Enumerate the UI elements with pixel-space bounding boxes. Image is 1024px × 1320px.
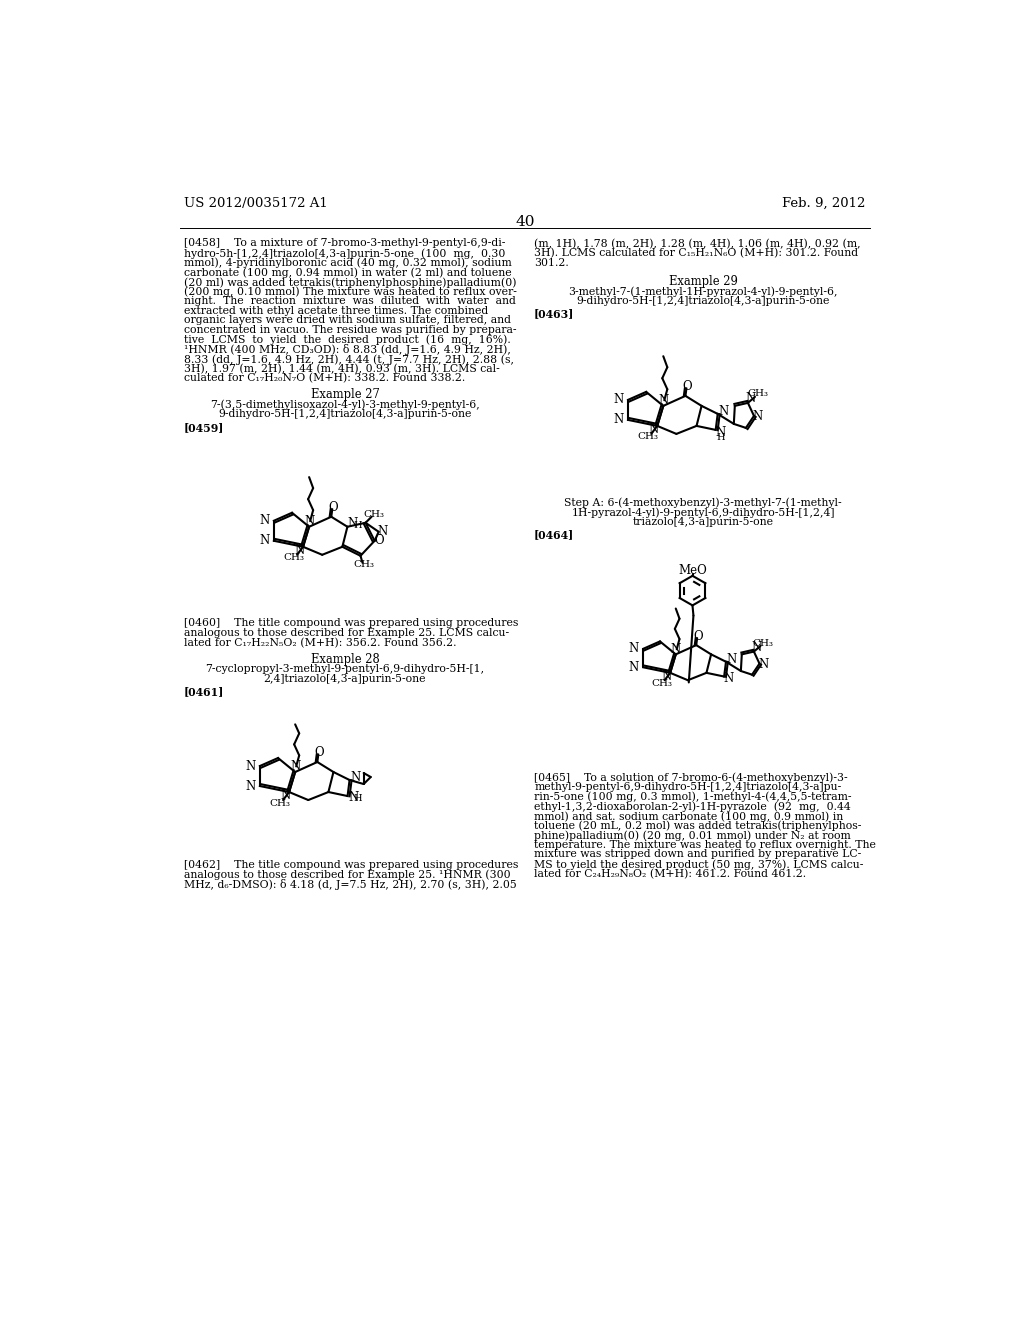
- Text: O: O: [329, 502, 338, 515]
- Text: analogous to those described for Example 25. LCMS calcu-: analogous to those described for Example…: [183, 628, 509, 638]
- Text: N: N: [245, 780, 255, 792]
- Text: N: N: [347, 517, 357, 531]
- Text: [0462]    The title compound was prepared using procedures: [0462] The title compound was prepared u…: [183, 859, 518, 870]
- Text: CH₃: CH₃: [753, 639, 774, 648]
- Text: N: N: [294, 544, 304, 557]
- Text: tive  LCMS  to  yield  the  desired  product  (16  mg,  16%).: tive LCMS to yield the desired product (…: [183, 335, 511, 346]
- Text: N: N: [245, 759, 255, 772]
- Text: [0464]: [0464]: [535, 529, 574, 541]
- Text: Example 27: Example 27: [310, 388, 380, 401]
- Text: N: N: [304, 515, 314, 528]
- Text: MHz, d₆-DMSO): δ 4.18 (d, J=7.5 Hz, 2H), 2.70 (s, 3H), 2.05: MHz, d₆-DMSO): δ 4.18 (d, J=7.5 Hz, 2H),…: [183, 879, 516, 890]
- Text: mmol) and sat. sodium carbonate (100 mg, 0.9 mmol) in: mmol) and sat. sodium carbonate (100 mg,…: [535, 810, 844, 821]
- Text: H: H: [353, 521, 361, 531]
- Text: N: N: [629, 661, 639, 673]
- Text: O: O: [374, 535, 384, 548]
- Text: 8.33 (dd, J=1.6, 4.9 Hz, 2H), 4.44 (t, J=7.7 Hz, 2H), 2.88 (s,: 8.33 (dd, J=1.6, 4.9 Hz, 2H), 4.44 (t, J…: [183, 354, 514, 364]
- Text: [0461]: [0461]: [183, 686, 224, 697]
- Text: culated for C₁₇H₂₀N₇O (M+H): 338.2. Found 338.2.: culated for C₁₇H₂₀N₇O (M+H): 338.2. Foun…: [183, 374, 465, 384]
- Text: (m, 1H), 1.78 (m, 2H), 1.28 (m, 4H), 1.06 (m, 4H), 0.92 (m,: (m, 1H), 1.78 (m, 2H), 1.28 (m, 4H), 1.0…: [535, 239, 861, 249]
- Text: N: N: [662, 669, 672, 682]
- Text: mixture was stripped down and purified by preparative LC-: mixture was stripped down and purified b…: [535, 850, 861, 859]
- Text: N: N: [377, 525, 387, 539]
- Text: 9-dihydro-5H-[1,2,4]triazolo[4,3-a]purin-5-one: 9-dihydro-5H-[1,2,4]triazolo[4,3-a]purin…: [218, 409, 472, 418]
- Text: CH₃: CH₃: [748, 389, 768, 399]
- Text: CH₃: CH₃: [269, 799, 291, 808]
- Text: Step A: 6-(4-methoxybenzyl)-3-methyl-7-(1-methyl-: Step A: 6-(4-methoxybenzyl)-3-methyl-7-(…: [564, 498, 842, 508]
- Text: N: N: [613, 413, 624, 426]
- Text: CH₃: CH₃: [638, 433, 658, 441]
- Text: triazolo[4,3-a]purin-5-one: triazolo[4,3-a]purin-5-one: [633, 517, 773, 527]
- Text: concentrated in vacuo. The residue was purified by prepara-: concentrated in vacuo. The residue was p…: [183, 325, 516, 335]
- Text: 3H), 1.97 (m, 2H), 1.44 (m, 4H), 0.93 (m, 3H). LCMS cal-: 3H), 1.97 (m, 2H), 1.44 (m, 4H), 0.93 (m…: [183, 363, 500, 374]
- Text: 1H-pyrazol-4-yl)-9-pentyl-6,9-dihydro-5H-[1,2,4]: 1H-pyrazol-4-yl)-9-pentyl-6,9-dihydro-5H…: [571, 507, 835, 517]
- Text: N: N: [724, 672, 734, 685]
- Text: 40: 40: [515, 215, 535, 230]
- Text: 7-cyclopropyl-3-methyl-9-pentyl-6,9-dihydro-5H-[1,: 7-cyclopropyl-3-methyl-9-pentyl-6,9-dihy…: [206, 664, 484, 675]
- Text: [0460]    The title compound was prepared using procedures: [0460] The title compound was prepared u…: [183, 619, 518, 628]
- Text: temperature. The mixture was heated to reflux overnight. The: temperature. The mixture was heated to r…: [535, 840, 876, 850]
- Text: lated for C₂₄H₂₉N₈O₂ (M+H): 461.2. Found 461.2.: lated for C₂₄H₂₉N₈O₂ (M+H): 461.2. Found…: [535, 869, 806, 879]
- Text: O: O: [683, 380, 692, 393]
- Text: N: N: [290, 760, 300, 774]
- Text: methyl-9-pentyl-6,9-dihydro-5H-[1,2,4]triazolo[4,3-a]pu-: methyl-9-pentyl-6,9-dihydro-5H-[1,2,4]tr…: [535, 781, 842, 792]
- Text: N: N: [752, 642, 762, 655]
- Text: N: N: [648, 422, 658, 436]
- Text: [0459]: [0459]: [183, 422, 224, 433]
- Text: 9-dihydro-5H-[1,2,4]triazolo[4,3-a]purin-5-one: 9-dihydro-5H-[1,2,4]triazolo[4,3-a]purin…: [577, 296, 829, 306]
- Text: 3H). LCMS calculated for C₁₅H₂₁N₆O (M+H): 301.2. Found: 3H). LCMS calculated for C₁₅H₂₁N₆O (M+H)…: [535, 248, 858, 259]
- Text: 3-methyl-7-(1-methyl-1H-pyrazol-4-yl)-9-pentyl-6,: 3-methyl-7-(1-methyl-1H-pyrazol-4-yl)-9-…: [568, 286, 838, 297]
- Text: ¹HNMR (400 MHz, CD₃OD): δ 8.83 (dd, J=1.6, 4.9 Hz, 2H),: ¹HNMR (400 MHz, CD₃OD): δ 8.83 (dd, J=1.…: [183, 345, 511, 355]
- Text: N: N: [658, 393, 669, 407]
- Text: MS to yield the desired product (50 mg, 37%). LCMS calcu-: MS to yield the desired product (50 mg, …: [535, 859, 863, 870]
- Text: (200 mg, 0.10 mmol) The mixture was heated to reflux over-: (200 mg, 0.10 mmol) The mixture was heat…: [183, 286, 517, 297]
- Text: N: N: [716, 426, 726, 438]
- Text: CH₃: CH₃: [284, 553, 304, 562]
- Text: (20 ml) was added tetrakis(triphenylphosphine)palladium(0): (20 ml) was added tetrakis(triphenylphos…: [183, 277, 516, 288]
- Text: CH₃: CH₃: [651, 678, 673, 688]
- Text: 7-(3,5-dimethylisoxazol-4-yl)-3-methyl-9-pentyl-6,: 7-(3,5-dimethylisoxazol-4-yl)-3-methyl-9…: [210, 400, 480, 411]
- Text: 2,4]triazolo[4,3-a]purin-5-one: 2,4]triazolo[4,3-a]purin-5-one: [264, 673, 426, 684]
- Text: N: N: [348, 791, 358, 804]
- Text: Example 29: Example 29: [669, 275, 737, 288]
- Text: N: N: [726, 653, 736, 667]
- Text: CH₃: CH₃: [353, 560, 374, 569]
- Text: phine)palladium(0) (20 mg, 0.01 mmol) under N₂ at room: phine)palladium(0) (20 mg, 0.01 mmol) un…: [535, 830, 851, 841]
- Text: 301.2.: 301.2.: [535, 257, 569, 268]
- Text: [0458]    To a mixture of 7-bromo-3-methyl-9-pentyl-6,9-di-: [0458] To a mixture of 7-bromo-3-methyl-…: [183, 239, 505, 248]
- Text: N: N: [671, 643, 681, 656]
- Text: N: N: [259, 515, 269, 527]
- Text: N: N: [758, 659, 768, 671]
- Text: CH₃: CH₃: [364, 511, 384, 519]
- Text: Feb. 9, 2012: Feb. 9, 2012: [782, 197, 866, 210]
- Text: carbonate (100 mg, 0.94 mmol) in water (2 ml) and toluene: carbonate (100 mg, 0.94 mmol) in water (…: [183, 268, 511, 279]
- Text: O: O: [693, 631, 702, 643]
- Text: N: N: [281, 789, 291, 803]
- Text: [0463]: [0463]: [535, 309, 574, 319]
- Text: organic layers were dried with sodium sulfate, filtered, and: organic layers were dried with sodium su…: [183, 315, 511, 326]
- Text: [0465]    To a solution of 7-bromo-6-(4-methoxybenzyl)-3-: [0465] To a solution of 7-bromo-6-(4-met…: [535, 772, 848, 783]
- Text: US 2012/0035172 A1: US 2012/0035172 A1: [183, 197, 328, 210]
- Text: N: N: [745, 392, 756, 405]
- Text: N: N: [629, 643, 639, 655]
- Text: toluene (20 mL, 0.2 mol) was added tetrakis(triphenylphos-: toluene (20 mL, 0.2 mol) was added tetra…: [535, 821, 861, 832]
- Text: N: N: [718, 405, 728, 418]
- Text: lated for C₁₇H₂₂N₅O₂ (M+H): 356.2. Found 356.2.: lated for C₁₇H₂₂N₅O₂ (M+H): 356.2. Found…: [183, 638, 457, 648]
- Text: MeO: MeO: [678, 564, 707, 577]
- Text: O: O: [314, 747, 325, 759]
- Text: N: N: [350, 771, 360, 784]
- Text: N: N: [753, 411, 763, 424]
- Text: N: N: [259, 535, 269, 548]
- Text: hydro-5h-[1,2,4]triazolo[4,3-a]purin-5-one  (100  mg,  0.30: hydro-5h-[1,2,4]triazolo[4,3-a]purin-5-o…: [183, 248, 505, 259]
- Text: H: H: [717, 433, 725, 442]
- Text: extracted with ethyl acetate three times. The combined: extracted with ethyl acetate three times…: [183, 306, 488, 315]
- Text: Example 28: Example 28: [310, 653, 379, 665]
- Text: H: H: [353, 793, 361, 803]
- Text: ethyl-1,3,2-dioxaborolan-2-yl)-1H-pyrazole  (92  mg,  0.44: ethyl-1,3,2-dioxaborolan-2-yl)-1H-pyrazo…: [535, 801, 851, 812]
- Text: rin-5-one (100 mg, 0.3 mmol), 1-methyl-4-(4,4,5,5-tetram-: rin-5-one (100 mg, 0.3 mmol), 1-methyl-4…: [535, 792, 852, 803]
- Text: mmol), 4-pyridinylboronic acid (40 mg, 0.32 mmol), sodium: mmol), 4-pyridinylboronic acid (40 mg, 0…: [183, 257, 512, 268]
- Text: analogous to those described for Example 25. ¹HNMR (300: analogous to those described for Example…: [183, 870, 510, 880]
- Text: night.  The  reaction  mixture  was  diluted  with  water  and: night. The reaction mixture was diluted …: [183, 296, 516, 306]
- Text: N: N: [613, 393, 624, 407]
